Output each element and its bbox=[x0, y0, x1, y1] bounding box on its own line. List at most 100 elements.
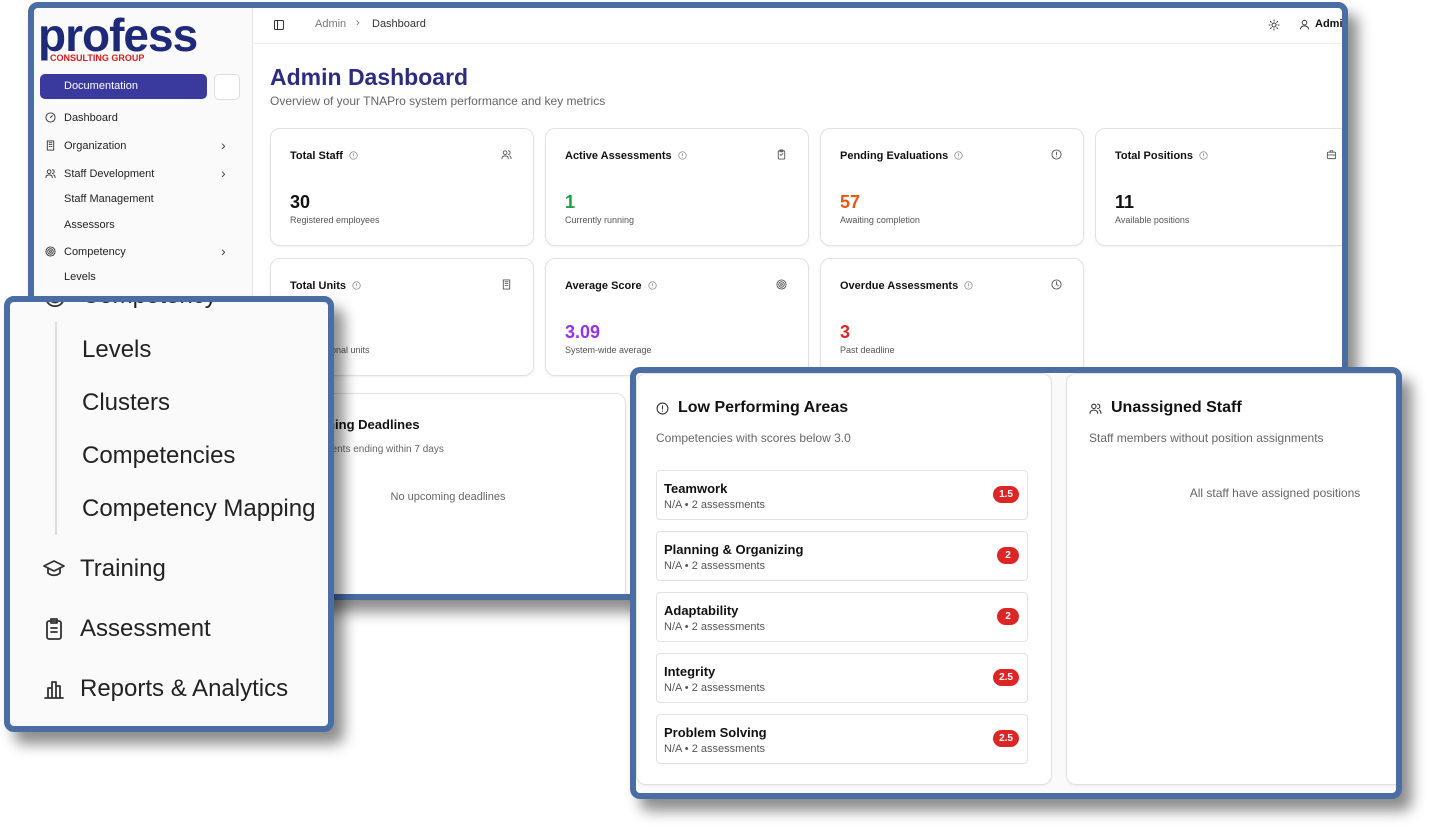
stat-title: Overdue Assessments bbox=[840, 280, 959, 292]
documentation-label: Documentation bbox=[64, 80, 138, 92]
nav-icon bbox=[45, 112, 56, 123]
info-icon bbox=[349, 151, 358, 160]
stat-icon bbox=[1051, 279, 1062, 290]
breadcrumb-separator: › bbox=[356, 17, 360, 29]
documentation-button[interactable]: Documentation bbox=[40, 74, 207, 99]
score-badge: 2 bbox=[997, 547, 1019, 564]
nav-subitem[interactable]: Clusters bbox=[82, 389, 171, 416]
deadlines-subtitle: Assessments ending within 7 days bbox=[291, 444, 444, 455]
sidebar-toggle[interactable] bbox=[273, 19, 285, 31]
open-button[interactable] bbox=[214, 74, 240, 100]
nav-item[interactable]: Training bbox=[80, 555, 166, 582]
area-row: Adaptability N/A • 2 assessments 2 bbox=[656, 592, 1028, 642]
area-meta: N/A • 2 assessments bbox=[664, 743, 766, 755]
area-meta: N/A • 2 assessments bbox=[664, 560, 766, 572]
info-icon bbox=[648, 281, 657, 290]
zoomed-sidebar: Competency Levels Clusters Competencies Com… bbox=[4, 296, 334, 732]
users-icon bbox=[1089, 403, 1102, 414]
stat-card: Overdue Assessments 3 Past deadline bbox=[820, 258, 1084, 376]
user-icon bbox=[1299, 19, 1310, 30]
nav-chevron: › bbox=[221, 243, 226, 259]
stat-value: 3.09 bbox=[565, 322, 601, 342]
stat-note: Currently running bbox=[565, 215, 635, 225]
stat-card: Total Positions 11 Available positions bbox=[1095, 128, 1342, 246]
stat-note: Available positions bbox=[1115, 215, 1190, 225]
stat-icon bbox=[502, 279, 511, 290]
breadcrumb-root[interactable]: Admin bbox=[315, 18, 347, 30]
tree-line bbox=[55, 322, 57, 535]
nav-subitem[interactable]: Assessors bbox=[64, 219, 115, 231]
unassigned-card: Unassigned Staff Staff members without p… bbox=[1066, 373, 1396, 785]
alert-icon bbox=[656, 402, 669, 415]
nav-item[interactable]: Organization bbox=[64, 140, 127, 152]
stat-value: 11 bbox=[1115, 192, 1135, 212]
stat-icon bbox=[1051, 149, 1062, 160]
nav-subitem[interactable]: Competency Mapping bbox=[82, 495, 316, 522]
nav-item[interactable]: Staff Development bbox=[64, 168, 155, 180]
nav-subitem[interactable]: Competencies bbox=[82, 442, 236, 469]
stat-title: Total Units bbox=[290, 280, 347, 292]
logo-tagline: CONSULTING GROUP bbox=[50, 53, 145, 63]
stat-title: Total Positions bbox=[1115, 150, 1194, 162]
score-badge: 2 bbox=[997, 608, 1019, 625]
info-icon bbox=[964, 281, 973, 290]
area-row: Teamwork N/A • 2 assessments 1.5 bbox=[656, 470, 1028, 520]
stat-note: Past deadline bbox=[840, 345, 895, 355]
stat-card: Total Staff 30 Registered employees bbox=[270, 128, 534, 246]
info-icon bbox=[954, 151, 963, 160]
nav-subitem[interactable]: Levels bbox=[82, 336, 152, 363]
unassigned-empty: All staff have assigned positions bbox=[1189, 486, 1361, 500]
nav-icon bbox=[44, 681, 64, 699]
nav-chevron: › bbox=[221, 137, 226, 153]
area-meta: N/A • 2 assessments bbox=[664, 499, 766, 511]
area-name: Teamwork bbox=[664, 481, 728, 496]
stat-value: 3 bbox=[840, 322, 851, 342]
breadcrumb-current: Dashboard bbox=[372, 18, 426, 30]
area-meta: N/A • 2 assessments bbox=[664, 621, 766, 633]
nav-item[interactable]: Reports & Analytics bbox=[80, 675, 289, 702]
nav-item[interactable]: Competency bbox=[64, 246, 126, 258]
theme-toggle[interactable] bbox=[1268, 19, 1280, 31]
nav-chevron: › bbox=[221, 165, 226, 181]
info-icon bbox=[1199, 151, 1208, 160]
info-icon bbox=[352, 281, 361, 290]
stat-title: Total Staff bbox=[290, 150, 343, 162]
stat-icon bbox=[501, 150, 512, 160]
competency-label: Competency bbox=[82, 302, 217, 310]
stat-title: Pending Evaluations bbox=[840, 150, 949, 162]
area-meta: N/A • 2 assessments bbox=[664, 682, 766, 694]
area-name: Adaptability bbox=[664, 603, 739, 618]
area-row: Integrity N/A • 2 assessments 2.5 bbox=[656, 653, 1028, 703]
score-badge: 2.5 bbox=[993, 730, 1019, 747]
stat-title: Average Score bbox=[565, 280, 642, 292]
stat-note: Awaiting completion bbox=[840, 215, 920, 225]
user-name[interactable]: Admin bbox=[1315, 18, 1348, 30]
header: Admin › Dashboard Admin bbox=[253, 8, 1342, 44]
nav-subitem[interactable]: Levels bbox=[64, 271, 96, 283]
stat-card: Active Assessments 1 Currently running bbox=[545, 128, 809, 246]
nav-icon bbox=[46, 140, 55, 151]
stat-title: Active Assessments bbox=[565, 150, 672, 162]
low-performing-subtitle: Competencies with scores below 3.0 bbox=[656, 431, 851, 445]
area-row: Planning & Organizing N/A • 2 assessments… bbox=[656, 531, 1028, 581]
stat-value: 57 bbox=[840, 192, 861, 212]
score-badge: 1.5 bbox=[993, 486, 1019, 503]
zoomed-cards: Low Performing Areas Competencies with s… bbox=[630, 367, 1402, 799]
area-name: Integrity bbox=[664, 664, 716, 679]
nav-item[interactable]: Dashboard bbox=[64, 112, 118, 124]
nav-item[interactable]: Assessment bbox=[80, 615, 211, 642]
unassigned-subtitle: Staff members without position assignmen… bbox=[1089, 431, 1324, 445]
stat-value: 30 bbox=[290, 192, 311, 212]
info-icon bbox=[678, 151, 687, 160]
low-performing-card: Low Performing Areas Competencies with s… bbox=[636, 373, 1052, 785]
logo: profess bbox=[38, 9, 198, 61]
area-name: Planning & Organizing bbox=[664, 542, 804, 557]
area-row: Problem Solving N/A • 2 assessments 2.5 bbox=[656, 714, 1028, 764]
stat-value: 1 bbox=[565, 192, 576, 212]
nav-subitem[interactable]: Staff Management bbox=[64, 193, 154, 205]
nav-icon bbox=[45, 246, 56, 257]
page-subtitle: Overview of your TNAPro system performan… bbox=[270, 94, 606, 108]
nav-icon bbox=[43, 560, 65, 577]
stat-icon bbox=[1326, 150, 1337, 160]
